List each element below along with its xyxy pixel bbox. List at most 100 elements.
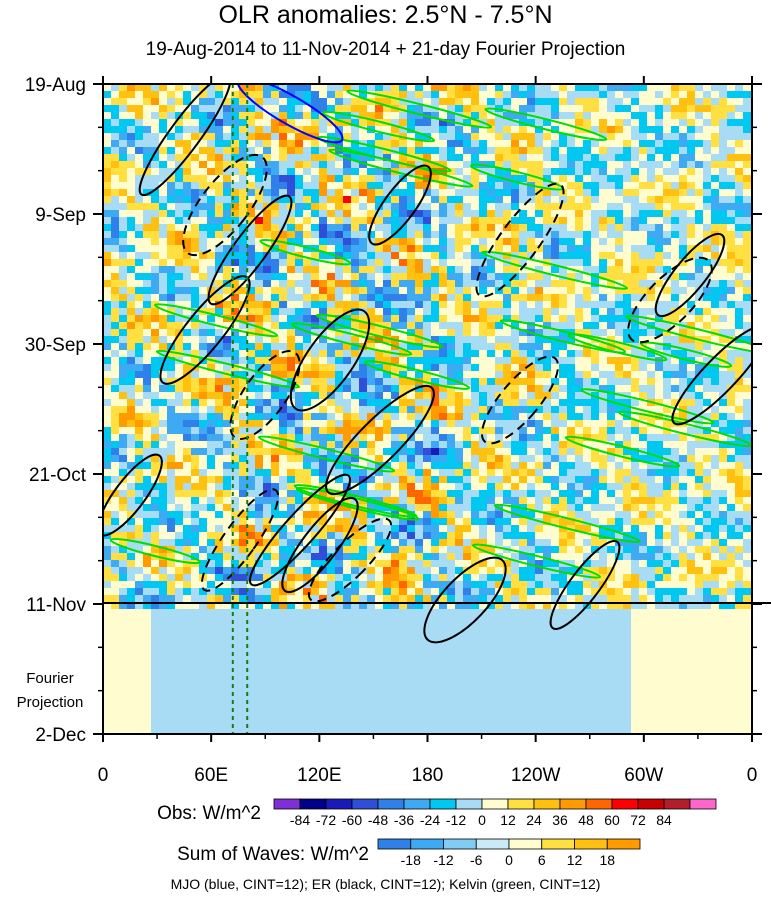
field-cell [271, 217, 280, 225]
field-cell [247, 392, 256, 400]
field-cell [359, 336, 368, 344]
field-cell [175, 168, 184, 176]
field-cell [639, 490, 648, 498]
field-cell [511, 490, 520, 498]
field-cell [447, 336, 456, 344]
field-cell [623, 294, 632, 302]
field-cell [183, 161, 192, 169]
field-cell [207, 210, 216, 218]
field-cell [399, 343, 408, 351]
field-cell [727, 224, 736, 232]
field-cell [663, 490, 672, 498]
field-cell [151, 357, 160, 365]
field-cell [735, 329, 744, 337]
field-cell [447, 147, 456, 155]
field-cell [567, 364, 576, 372]
field-cell [239, 245, 248, 253]
field-cell [119, 224, 128, 232]
field-cell [119, 154, 128, 162]
field-cell [671, 140, 680, 148]
field-cell [199, 84, 208, 92]
field-cell [463, 189, 472, 197]
field-cell [343, 364, 352, 372]
field-cell [695, 126, 704, 134]
field-cell [311, 343, 320, 351]
field-cell [247, 259, 256, 267]
field-cell [407, 105, 416, 113]
field-cell [119, 504, 128, 512]
field-cell [671, 434, 680, 442]
field-cell [223, 448, 232, 456]
field-cell [703, 91, 712, 99]
field-cell [311, 427, 320, 435]
field-cell [663, 273, 672, 281]
field-cell [423, 455, 432, 463]
field-cell [303, 168, 312, 176]
field-cell [375, 224, 384, 232]
field-cell [695, 154, 704, 162]
field-cell [575, 448, 584, 456]
field-cell [679, 462, 688, 470]
field-cell [215, 434, 224, 442]
field-cell [615, 252, 624, 260]
field-cell [663, 266, 672, 274]
field-cell [343, 196, 352, 204]
field-cell [159, 476, 168, 484]
field-cell [471, 490, 480, 498]
field-cell [263, 133, 272, 141]
field-cell [663, 161, 672, 169]
field-cell [167, 217, 176, 225]
field-cell [231, 329, 240, 337]
field-cell [319, 399, 328, 407]
field-cell [567, 483, 576, 491]
field-cell [711, 147, 720, 155]
field-cell [527, 462, 536, 470]
field-cell [103, 231, 112, 239]
field-cell [351, 105, 360, 113]
field-cell [271, 154, 280, 162]
field-cell [143, 154, 152, 162]
field-cell [351, 385, 360, 393]
field-cell [399, 252, 408, 260]
field-cell [471, 336, 480, 344]
field-cell [607, 280, 616, 288]
field-cell [287, 483, 296, 491]
field-cell [247, 147, 256, 155]
field-cell [735, 217, 744, 225]
field-cell [103, 112, 112, 120]
field-cell [303, 154, 312, 162]
field-cell [615, 448, 624, 456]
field-cell [375, 147, 384, 155]
field-cell [567, 147, 576, 155]
field-cell [359, 182, 368, 190]
field-cell [455, 490, 464, 498]
field-cell [119, 315, 128, 323]
field-cell [391, 315, 400, 323]
field-cell [335, 504, 344, 512]
field-cell [327, 385, 336, 393]
field-cell [367, 343, 376, 351]
field-cell [175, 266, 184, 274]
field-cell [727, 406, 736, 414]
field-cell [719, 140, 728, 148]
field-cell [191, 217, 200, 225]
field-cell [351, 399, 360, 407]
field-cell [367, 371, 376, 379]
field-cell [679, 371, 688, 379]
field-cell [295, 203, 304, 211]
field-cell [719, 119, 728, 127]
field-cell [263, 84, 272, 92]
field-cell [551, 441, 560, 449]
field-cell [159, 483, 168, 491]
field-cell [215, 378, 224, 386]
field-cell [391, 322, 400, 330]
field-cell [687, 217, 696, 225]
field-cell [119, 112, 128, 120]
field-cell [735, 140, 744, 148]
field-cell [471, 483, 480, 491]
field-cell [143, 189, 152, 197]
field-cell [623, 406, 632, 414]
field-cell [687, 161, 696, 169]
field-cell [711, 140, 720, 148]
field-cell [295, 490, 304, 498]
